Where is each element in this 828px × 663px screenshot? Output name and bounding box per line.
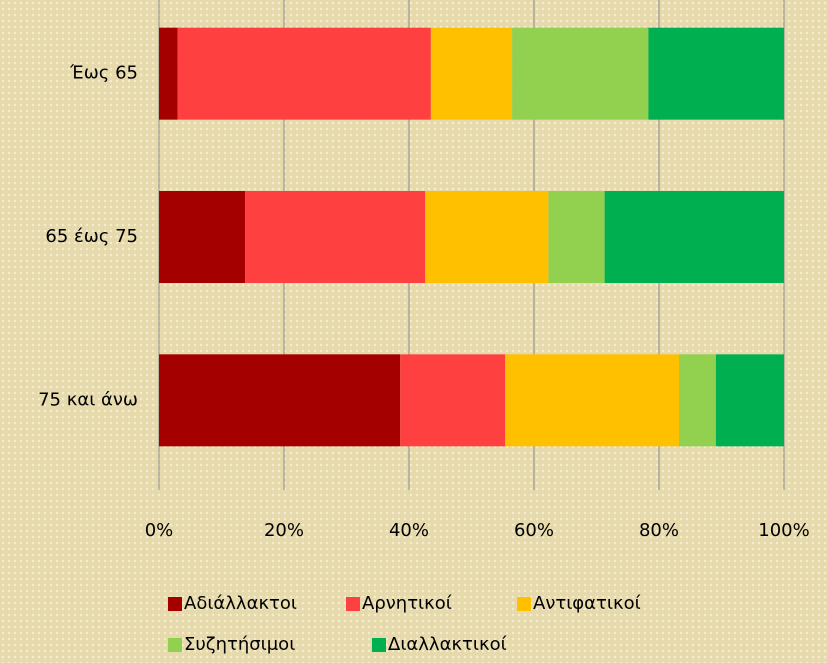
x-tick-label: 60% [514,520,554,541]
legend-label: Αντιφατικοί [533,593,641,614]
y-tick-label: 75 και άνω [38,389,138,410]
bar-segment [430,27,513,120]
bar-segment [715,354,784,447]
legend-label: Αδιάλλακτοι [184,593,297,614]
y-tick-label: Έως 65 [69,63,138,84]
legend-swatch [168,638,182,652]
bar-segment [679,354,716,447]
bar-segment [505,354,679,447]
bar-segment [548,191,605,283]
bar-segment [425,191,549,283]
x-tick-label: 20% [264,520,304,541]
legend-label: Αρνητικοί [362,593,452,614]
legend-label: Διαλλακτικοί [388,634,507,655]
bar-segment [400,354,506,447]
legend-swatch [517,597,531,611]
x-tick-label: 40% [389,520,429,541]
legend-swatch [168,597,182,611]
legend-label: Συζητήσιμοι [184,634,295,655]
x-tick-label: 80% [639,520,679,541]
x-tick-label: 100% [758,520,809,541]
bar-segment [245,191,426,283]
y-tick-label: 65 έως 75 [45,226,138,247]
x-tick-label: 0% [145,520,174,541]
bar-segment [177,27,431,120]
bar-segment [159,354,401,447]
legend-swatch [346,597,360,611]
bar-segment [648,27,784,120]
bar-segment [159,27,178,120]
legend-swatch [372,638,386,652]
bar-segment [604,191,784,283]
bar-segment [512,27,649,120]
bar-segment [159,191,246,283]
